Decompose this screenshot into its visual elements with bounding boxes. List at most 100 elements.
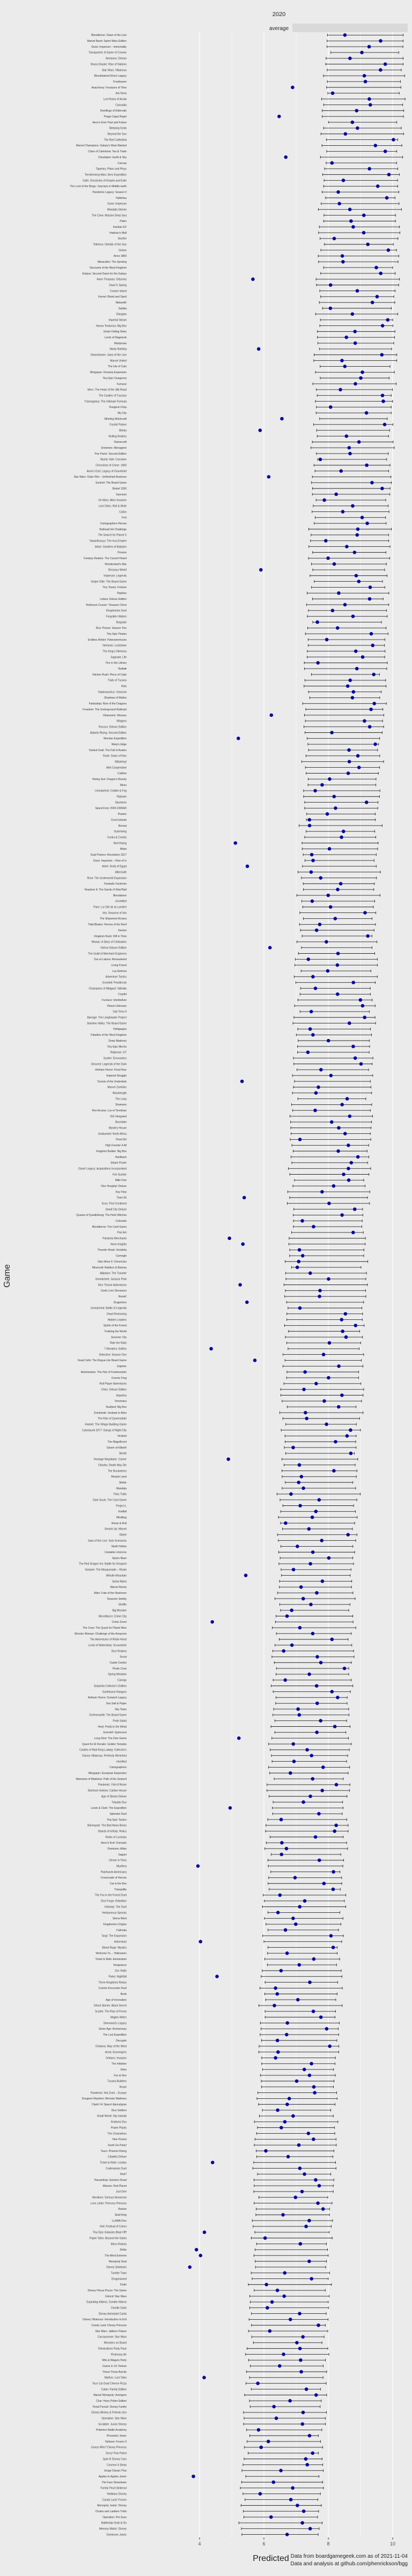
- point-287: [315, 1701, 319, 1705]
- point-46: [370, 300, 374, 305]
- point-425: [296, 2504, 299, 2507]
- game-label-321: Dice Forge: Rebellion: [101, 1900, 127, 1903]
- game-label-126: Mint Cooperative: [106, 766, 127, 769]
- game-label-353: Roam: [120, 2086, 127, 2089]
- point-103: [369, 632, 373, 636]
- game-label-76: Star Wars: Outer Rim – Unfinished Busine…: [74, 476, 127, 479]
- game-label-280: Castle Combo: [109, 1661, 127, 1665]
- x-tick-label-8: 8: [327, 2541, 329, 2547]
- point-167: [360, 1004, 365, 1008]
- point-263: [308, 1562, 312, 1566]
- point-234: [340, 1393, 344, 1397]
- point-312: [284, 1846, 289, 1851]
- game-label-410: Operation: Star Wars: [101, 2417, 127, 2421]
- point-271: [290, 1608, 293, 1612]
- game-label-305: Lewis & Clark: The Expedition: [91, 1807, 127, 1810]
- game-label-62: The Castles of Tuscany: [99, 394, 127, 397]
- point-189: [343, 1132, 347, 1135]
- point-393: [288, 2318, 292, 2321]
- game-label-246: Cthulhu: Death May Die: [98, 1464, 127, 1467]
- point-414: [266, 2439, 270, 2444]
- point-17: [343, 132, 348, 136]
- point-376: [307, 2218, 311, 2223]
- game-label-109: Bullet♥︎: [119, 667, 127, 671]
- game-label-206: Pan Am: [117, 1231, 127, 1235]
- point-262: [327, 1556, 331, 1560]
- point-203: [340, 1213, 344, 1217]
- game-label-339: Ghost Stories: Black Secret: [94, 2005, 127, 2008]
- game-label-402: Throw Throw Burrito: [102, 2371, 127, 2374]
- game-label-249: Stellar: [119, 1481, 127, 1484]
- point-270: [309, 1602, 313, 1607]
- point-380: [298, 2242, 303, 2246]
- game-label-229: Zapotec: [117, 1365, 127, 1368]
- point-94: [357, 580, 361, 583]
- point-206: [351, 1230, 355, 1235]
- game-label-127: Cubitos: [117, 772, 127, 775]
- point-386: [310, 2277, 314, 2281]
- point-375: [281, 2213, 285, 2217]
- game-label-52: Lords of Ragnarok: [105, 336, 127, 339]
- point-174: [351, 1044, 355, 1049]
- game-label-238: The Rise of Queensdale: [98, 1417, 127, 1421]
- game-label-341: Maglev Metro: [111, 2016, 127, 2019]
- game-label-25: Oath: Chronicles of Empire and Exile: [83, 179, 127, 182]
- point-365: [286, 2155, 290, 2159]
- game-label-122: Warp's Edge: [112, 743, 127, 746]
- game-label-66: Whirling Witchcraft: [104, 418, 127, 421]
- point-23: [367, 167, 371, 171]
- game-label-274: The Crew: The Quest for Planet Nine: [83, 1627, 127, 1630]
- point-316: [332, 1870, 335, 1874]
- point-72: [348, 451, 352, 456]
- game-label-324: Sierra West: [113, 1917, 127, 1920]
- point-407: [288, 2399, 292, 2403]
- point-361: [306, 2132, 311, 2135]
- point-43: [328, 283, 333, 287]
- point-121: [237, 737, 240, 740]
- game-label-285: Earthborne Rangers: [102, 1690, 127, 1694]
- game-label-340: Scythe: The Rise of Fenris: [95, 2010, 127, 2014]
- point-257: [307, 1527, 311, 1531]
- panel-background: [129, 32, 412, 2537]
- game-label-28: Hallertau: [116, 197, 127, 200]
- point-416: [311, 2451, 315, 2455]
- point-410: [274, 2416, 278, 2421]
- game-label-146: Fantastic Factories: [104, 882, 127, 886]
- point-226: [209, 1347, 213, 1351]
- point-188: [337, 1126, 341, 1130]
- game-label-210: Carnegie: [116, 1254, 127, 1258]
- point-373: [316, 2201, 320, 2205]
- point-47: [328, 306, 333, 310]
- game-label-242: The Magnificent: [107, 1441, 127, 1444]
- game-label-72: Pax Pamir: Second Edition: [95, 452, 127, 456]
- point-107: [360, 655, 365, 659]
- game-label-70: Flamecraft: [114, 441, 127, 444]
- game-label-243: Gloom of Kilforth: [107, 1446, 127, 1450]
- game-label-405: Catan: Family Edition: [101, 2388, 127, 2391]
- game-label-304: Tokaido Duo: [112, 1801, 127, 1804]
- point-209: [297, 1248, 301, 1252]
- point-170: [348, 1021, 351, 1025]
- point-99: [330, 608, 335, 613]
- point-59: [359, 376, 363, 380]
- game-label-192: Kingdom Builder: Big Box: [96, 1150, 127, 1153]
- game-label-429: Memory Match: Disney: [99, 2528, 127, 2531]
- point-362: [312, 2137, 315, 2141]
- point-258: [346, 1533, 350, 1537]
- game-label-201: Ecos: First Continent: [102, 1202, 127, 1206]
- game-label-363: Sushi Go Party!: [108, 2144, 127, 2147]
- game-label-8: Frosthaven: [113, 80, 127, 84]
- point-0: [343, 33, 347, 37]
- point-78: [380, 486, 384, 491]
- point-19: [373, 144, 378, 147]
- point-69: [344, 434, 349, 438]
- point-164: [313, 986, 318, 990]
- point-192: [336, 1149, 340, 1153]
- game-label-64: Dungeon Drop: [109, 406, 127, 409]
- point-171: [308, 1027, 312, 1031]
- game-label-53: Mariposas: [114, 342, 127, 345]
- game-label-218: Dragomino: [114, 1301, 127, 1304]
- game-label-138: Cooks & Crooks: [107, 836, 127, 839]
- game-label-332: Vengeance: [113, 1964, 127, 1967]
- point-239: [325, 1422, 328, 1427]
